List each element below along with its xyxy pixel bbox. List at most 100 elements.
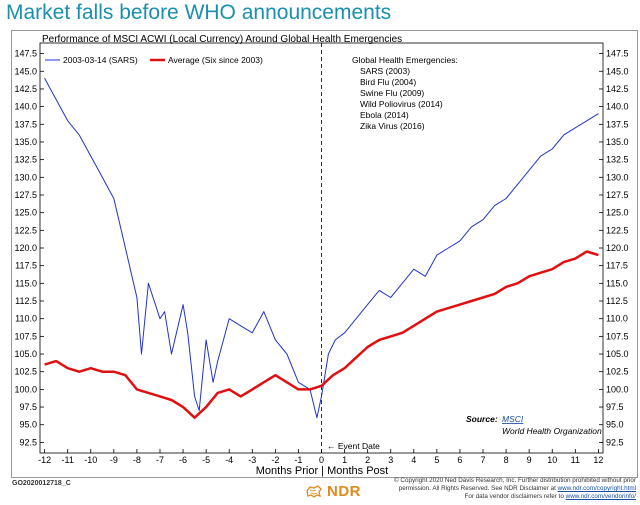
- y-tick-label-right: 110.0: [606, 314, 628, 324]
- y-tick-label-right: 120.0: [606, 243, 629, 253]
- y-tick-label-right: 112.5: [606, 296, 628, 306]
- y-tick-label-right: 102.5: [606, 367, 629, 377]
- y-tick-label-left: 132.5: [14, 155, 37, 165]
- y-tick-label-left: 135.0: [14, 137, 37, 147]
- emergency-item: SARS (2003): [360, 66, 410, 76]
- y-tick-label-right: 107.5: [606, 331, 629, 341]
- y-tick-label-left: 127.5: [14, 190, 37, 200]
- x-tick-label: 3: [388, 455, 393, 465]
- x-tick-label: 4: [411, 455, 416, 465]
- source-label: Source:: [466, 414, 498, 424]
- headline: Market falls before WHO announcements: [6, 1, 392, 24]
- x-tick-label: 0: [319, 455, 324, 465]
- x-axis: -12 -11 -10 -9 -8 -7 -6 -5 -4 -3 -2 -1 0 1 2 3 4 5 6 7 8 9 10 1…: [38, 449, 603, 465]
- x-tick-label: 10: [547, 455, 557, 465]
- y-tick-label-right: 117.5: [606, 261, 628, 271]
- y-axis-right: 92.5 95.0 97.5 100.0 102.5 105.0 107.5 110.0 112…: [599, 49, 629, 447]
- copyright-line-3-text: For data vendor disclaimers refer to: [464, 493, 564, 500]
- y-tick-label-left: 112.5: [15, 296, 37, 306]
- chart-title: Performance of MSCI ACWI (Local Currency…: [42, 34, 403, 45]
- y-tick-label-right: 95.0: [606, 420, 624, 430]
- x-tick-label: 9: [527, 455, 532, 465]
- source-link[interactable]: MSCI: [502, 414, 524, 424]
- x-tick-label: -5: [202, 455, 210, 465]
- y-tick-label-left: 125.0: [14, 208, 37, 218]
- x-tick-label: 7: [481, 455, 486, 465]
- y-tick-label-right: 105.0: [606, 349, 629, 359]
- y-tick-label-left: 120.0: [14, 243, 37, 253]
- y-tick-label-right: 145.0: [606, 66, 629, 76]
- y-tick-label-right: 92.5: [606, 437, 624, 447]
- series-line-sars: [44, 78, 599, 419]
- x-tick-label: -6: [179, 455, 187, 465]
- copyright-notice: © Copyright 2020 Ned Davis Research, Inc…: [350, 477, 636, 501]
- copyright-link[interactable]: www.ndr.com/copyright.html: [557, 485, 636, 492]
- y-tick-label-right: 100.0: [606, 384, 629, 394]
- emergencies-list: SARS (2003)Bird Flu (2004)Swine Flu (200…: [360, 66, 443, 131]
- copyright-line-2-text: permission. All Rights Reserved. See NDR…: [398, 485, 556, 492]
- y-tick-label-left: 107.5: [14, 331, 37, 341]
- x-tick-label: -4: [225, 455, 233, 465]
- series-group: [44, 78, 599, 419]
- legend-label-sars: 2003-03-14 (SARS): [63, 55, 138, 65]
- y-tick-label-left: 122.5: [14, 225, 37, 235]
- emergency-item: Wild Poliovirus (2014): [360, 99, 443, 109]
- y-tick-label-left: 117.5: [15, 261, 37, 271]
- y-tick-label-left: 142.5: [14, 84, 37, 94]
- y-tick-label-right: 135.0: [606, 137, 629, 147]
- x-tick-label: -7: [156, 455, 164, 465]
- y-tick-label-right: 147.5: [606, 49, 629, 59]
- x-axis-label: Months Prior | Months Post: [256, 465, 388, 477]
- bull-icon: [306, 485, 322, 498]
- y-axis-left: 92.5 95.0 97.5 100.0 102.5 105.0 107.5 110.0 112…: [14, 49, 44, 447]
- vendor-info-link[interactable]: www.ndr.com/vendorinfo/: [565, 493, 636, 500]
- source-org: World Health Organization: [502, 426, 602, 436]
- x-tick-label: -8: [133, 455, 141, 465]
- ndr-brand: NDR: [327, 482, 361, 500]
- y-tick-label-right: 97.5: [606, 402, 624, 412]
- copyright-line-2: permission. All Rights Reserved. See NDR…: [350, 485, 636, 493]
- x-tick-label: 12: [593, 455, 603, 465]
- y-tick-label-right: 142.5: [606, 84, 629, 94]
- x-tick-label: 6: [457, 455, 462, 465]
- y-tick-label-left: 115.0: [15, 278, 37, 288]
- y-tick-label-right: 125.0: [606, 208, 629, 218]
- x-tick-label: 1: [342, 455, 347, 465]
- x-tick-label: 11: [571, 455, 580, 465]
- y-tick-label-left: 97.5: [19, 402, 37, 412]
- x-tick-label: -9: [110, 455, 118, 465]
- copyright-line-1: © Copyright 2020 Ned Davis Research, Inc…: [394, 477, 636, 484]
- y-tick-label-left: 105.0: [14, 349, 37, 359]
- y-tick-label-right: 115.0: [606, 278, 628, 288]
- y-tick-label-right: 140.0: [606, 102, 629, 112]
- emergencies-title: Global Health Emergencies:: [352, 55, 458, 65]
- emergency-item: Zika Virus (2016): [360, 121, 425, 131]
- x-tick-label: -2: [271, 455, 279, 465]
- y-tick-label-left: 147.5: [14, 49, 37, 59]
- x-tick-label: -3: [248, 455, 256, 465]
- y-tick-label-left: 100.0: [14, 384, 37, 394]
- y-tick-label-right: 137.5: [606, 119, 629, 129]
- emergency-item: Bird Flu (2004): [360, 77, 416, 87]
- y-tick-label-left: 102.5: [14, 367, 37, 377]
- x-tick-label: -12: [38, 455, 51, 465]
- y-tick-label-right: 127.5: [606, 190, 629, 200]
- y-tick-label-right: 130.0: [606, 172, 629, 182]
- y-tick-label-left: 92.5: [19, 437, 37, 447]
- y-tick-label-left: 140.0: [14, 102, 37, 112]
- ndr-logo: NDR: [305, 482, 361, 500]
- x-tick-label: 5: [434, 455, 439, 465]
- event-date-label: ← Event Date: [327, 441, 380, 451]
- copyright-line-3: For data vendor disclaimers refer to www…: [350, 493, 636, 501]
- x-tick-label: -10: [84, 455, 97, 465]
- chart-code: GO2020012718_C: [12, 480, 71, 487]
- x-tick-label: 2: [365, 455, 370, 465]
- y-tick-label-left: 110.0: [15, 314, 37, 324]
- y-tick-label-left: 130.0: [14, 172, 37, 182]
- emergency-item: Ebola (2014): [360, 110, 409, 120]
- y-tick-label-right: 132.5: [606, 155, 629, 165]
- y-tick-label-left: 95.0: [19, 420, 37, 430]
- y-tick-label-left: 145.0: [14, 66, 37, 76]
- chart-frame: [11, 30, 638, 478]
